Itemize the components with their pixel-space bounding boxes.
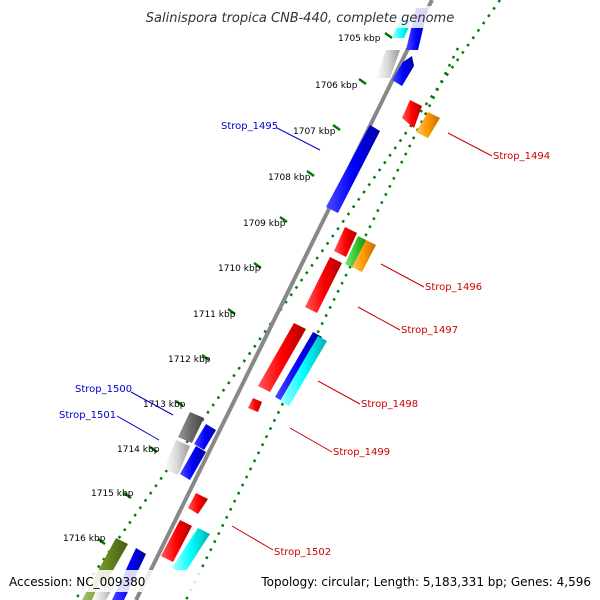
gene-strop-1494[interactable] xyxy=(416,112,440,138)
gene-label-strop-1494[interactable]: Strop_1494 xyxy=(493,151,550,162)
outer-ruler xyxy=(73,0,502,600)
forward-genes xyxy=(82,8,428,600)
gene-strop-1501[interactable] xyxy=(164,440,190,475)
gene-label-strop-1499[interactable]: Strop_1499 xyxy=(333,447,390,458)
kbp-label: 1715 kbp xyxy=(91,489,134,499)
gene-strop-1497[interactable] xyxy=(305,257,342,313)
gene-label-strop-1498[interactable]: Strop_1498 xyxy=(361,399,418,410)
gene-label-strop-1496[interactable]: Strop_1496 xyxy=(425,282,482,293)
gene-arrow-blue[interactable] xyxy=(180,446,206,480)
kbp-label: 1706 kbp xyxy=(315,81,358,91)
gene-strop-1502[interactable] xyxy=(161,520,192,562)
kbp-label: 1711 kbp xyxy=(193,310,236,320)
gene-labels: Strop_1495 Strop_1494 Strop_1496 Strop_1… xyxy=(59,121,550,558)
kbp-label: 1708 kbp xyxy=(268,173,311,183)
footer-backdrop xyxy=(0,570,600,592)
gene-strop-1498[interactable] xyxy=(258,323,306,392)
kbp-label: 1716 kbp xyxy=(63,534,106,544)
gene-arrow-red[interactable] xyxy=(188,493,208,514)
gene-arrow-blue[interactable] xyxy=(194,424,216,450)
gene-arrow-green[interactable] xyxy=(345,236,366,268)
gene-arrow-red[interactable] xyxy=(402,100,422,128)
gene-label-strop-1495[interactable]: Strop_1495 xyxy=(221,121,278,132)
kbp-label: 1710 kbp xyxy=(218,264,261,274)
kbp-label: 1713 kbp xyxy=(143,400,186,410)
gene-arrow-red[interactable] xyxy=(334,227,357,257)
title-backdrop xyxy=(128,6,472,28)
gene-arrow-gray[interactable] xyxy=(376,50,400,78)
kbp-label: 1707 kbp xyxy=(293,127,336,137)
gene-strop-1495[interactable] xyxy=(326,125,380,213)
topology-text: Topology: circular; Length: 5,183,331 bp… xyxy=(260,575,591,589)
gene-label-strop-1502[interactable]: Strop_1502 xyxy=(274,547,331,558)
leader-lines xyxy=(116,127,493,551)
kbp-label: 1712 kbp xyxy=(168,355,211,365)
inner-ruler xyxy=(184,47,460,600)
kbp-label: 1709 kbp xyxy=(243,219,286,229)
gene-arrow-blue[interactable] xyxy=(392,56,414,86)
gene-strop-1500[interactable] xyxy=(178,412,204,443)
accession-text: Accession: NC_009380 xyxy=(9,575,145,589)
gene-label-strop-1497[interactable]: Strop_1497 xyxy=(401,325,458,336)
ruler-labels: 1705 kbp 1706 kbp 1707 kbp 1708 kbp 1709… xyxy=(63,34,381,544)
gene-arrow-cyan[interactable] xyxy=(172,528,210,574)
ruler-ticks xyxy=(97,31,393,546)
gene-strop-1499[interactable] xyxy=(248,398,262,412)
gene-arrow-cyan[interactable] xyxy=(280,336,327,406)
kbp-label: 1705 kbp xyxy=(338,34,381,44)
gene-label-strop-1500[interactable]: Strop_1500 xyxy=(75,384,132,395)
genome-backbone xyxy=(134,0,434,600)
map-title: Salinispora tropica CNB-440, complete ge… xyxy=(146,11,454,26)
gene-strop-1496[interactable] xyxy=(352,240,376,272)
kbp-label: 1714 kbp xyxy=(117,445,160,455)
gene-label-strop-1501[interactable]: Strop_1501 xyxy=(59,410,116,421)
